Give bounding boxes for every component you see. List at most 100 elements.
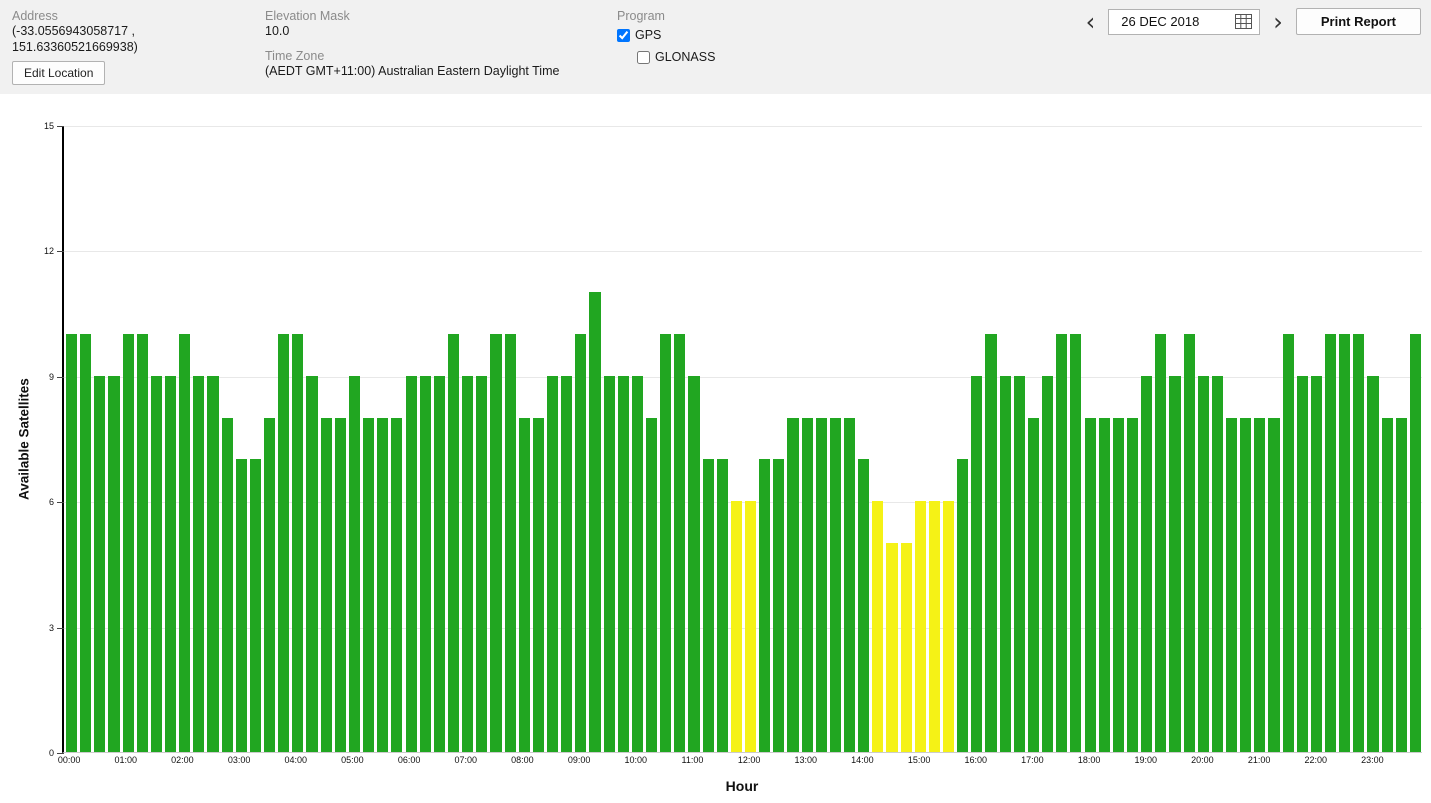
y-tick-mark bbox=[57, 627, 64, 629]
program-section: Program GPS GLONASS bbox=[617, 9, 837, 64]
satellite-count-bar bbox=[1027, 417, 1040, 752]
gps-checkbox-label: GPS bbox=[635, 28, 662, 43]
satellite-count-bar bbox=[221, 417, 233, 752]
satellite-count-bar bbox=[532, 417, 544, 752]
satellite-count-bar bbox=[773, 459, 785, 752]
x-tick-label: 19:00 bbox=[1134, 755, 1158, 765]
satellite-count-bar bbox=[320, 417, 332, 752]
satellite-count-bar bbox=[306, 375, 318, 752]
satellite-count-bar bbox=[730, 501, 742, 752]
satellite-count-bar bbox=[292, 334, 304, 752]
y-tick-label: 0 bbox=[48, 748, 54, 758]
x-tick-label: 15:00 bbox=[907, 755, 931, 765]
edit-location-button[interactable]: Edit Location bbox=[12, 61, 106, 86]
time-zone-label: Time Zone bbox=[265, 48, 325, 63]
satellite-count-bar bbox=[660, 334, 672, 752]
satellite-count-bar bbox=[1409, 334, 1421, 752]
satellite-count-bar bbox=[179, 334, 191, 752]
satellite-count-bar bbox=[447, 334, 460, 752]
satellite-count-bar bbox=[575, 334, 587, 752]
x-tick-label: 11:00 bbox=[681, 755, 704, 765]
satellite-count-bar bbox=[94, 375, 106, 752]
y-tick-label: 15 bbox=[43, 121, 54, 131]
glonass-checkbox-row[interactable]: GLONASS bbox=[637, 50, 837, 64]
x-tick-label: 03:00 bbox=[227, 755, 251, 765]
x-tick-label: 12:00 bbox=[737, 755, 761, 765]
satellite-count-bar bbox=[1112, 417, 1124, 752]
satellite-count-bar bbox=[1254, 417, 1266, 752]
satellite-count-bar bbox=[872, 501, 884, 752]
satellite-count-bar bbox=[1240, 417, 1252, 752]
satellite-count-bar bbox=[1126, 417, 1139, 752]
satellite-count-bar bbox=[207, 375, 219, 752]
address-section: Address (-33.0556943058717 , 151.6336052… bbox=[12, 9, 252, 86]
satellite-count-bar bbox=[631, 375, 643, 752]
satellite-count-bar bbox=[122, 334, 134, 752]
satellite-count-bar bbox=[1324, 334, 1337, 752]
x-tick-label: 16:00 bbox=[964, 755, 988, 765]
calendar-icon[interactable] bbox=[1235, 14, 1253, 29]
satellite-count-bar bbox=[1367, 375, 1379, 752]
satellite-count-bar bbox=[235, 459, 247, 752]
x-tick-label: 09:00 bbox=[567, 755, 591, 765]
chevron-right-icon: › bbox=[1273, 7, 1283, 36]
satellite-count-bar bbox=[1056, 334, 1068, 752]
satellite-count-bar bbox=[136, 334, 148, 752]
print-report-button[interactable]: Print Report bbox=[1295, 8, 1421, 35]
satellite-count-bar bbox=[1169, 375, 1181, 752]
gps-checkbox-row[interactable]: GPS bbox=[617, 28, 837, 42]
y-tick-label: 6 bbox=[48, 497, 54, 508]
x-tick-label: 02:00 bbox=[171, 755, 194, 765]
satellite-count-bar bbox=[278, 334, 290, 752]
x-tick-label: 06:00 bbox=[397, 755, 421, 765]
satellite-count-bar bbox=[1225, 417, 1238, 752]
satellite-count-bar bbox=[928, 501, 941, 752]
x-tick-label: 23:00 bbox=[1361, 755, 1384, 765]
x-tick-label: 18:00 bbox=[1077, 755, 1101, 765]
satellite-count-bar bbox=[943, 501, 955, 752]
satellite-count-bar bbox=[1042, 375, 1054, 752]
satellite-count-bar bbox=[999, 375, 1011, 752]
gps-checkbox[interactable] bbox=[617, 28, 630, 42]
y-tick-label: 3 bbox=[48, 622, 54, 633]
previous-day-button[interactable]: ‹ bbox=[1079, 10, 1103, 34]
satellite-count-bar bbox=[815, 417, 827, 752]
satellite-count-bar bbox=[80, 334, 92, 752]
address-value-line1: (-33.0556943058717 , bbox=[12, 24, 136, 39]
x-tick-label: 14:00 bbox=[851, 755, 874, 765]
address-label: Address bbox=[12, 9, 58, 23]
satellite-count-bar bbox=[165, 375, 177, 752]
satellite-count-bar bbox=[490, 334, 502, 752]
satellite-count-bar bbox=[1098, 417, 1110, 752]
y-tick-mark bbox=[57, 376, 64, 378]
gridline bbox=[64, 627, 1422, 629]
satellite-count-bar bbox=[334, 417, 346, 752]
x-tick-label: 20:00 bbox=[1191, 755, 1214, 765]
satellite-count-bar bbox=[1183, 334, 1195, 752]
satellite-count-bar bbox=[985, 334, 997, 752]
date-picker-input[interactable]: 26 DEC 2018 bbox=[1108, 8, 1261, 35]
satellite-count-bar bbox=[1353, 334, 1365, 752]
x-tick-label: 08:00 bbox=[511, 755, 534, 765]
satellite-count-bar bbox=[193, 375, 205, 752]
glonass-checkbox[interactable] bbox=[637, 50, 650, 64]
y-tick-label: 9 bbox=[48, 371, 54, 382]
x-tick-label: 21:00 bbox=[1247, 755, 1271, 765]
next-day-button[interactable]: › bbox=[1266, 10, 1290, 34]
satellite-count-bar bbox=[844, 417, 856, 752]
satellite-count-bar bbox=[1381, 417, 1393, 752]
satellite-count-bar bbox=[787, 417, 799, 752]
satellite-count-bar bbox=[617, 375, 629, 752]
gridline bbox=[64, 376, 1422, 378]
x-tick-label: 17:00 bbox=[1021, 755, 1044, 765]
satellite-count-bar bbox=[391, 417, 403, 752]
satellite-count-bar bbox=[971, 375, 983, 752]
satellite-count-bar bbox=[561, 375, 573, 752]
y-axis-tick-labels: 0 3 6 9 12 15 bbox=[0, 121, 56, 758]
satellite-count-bar bbox=[1282, 334, 1294, 752]
satellite-count-bar bbox=[433, 375, 445, 752]
satellite-count-bar bbox=[645, 417, 658, 752]
time-zone-value: (AEDT GMT+11:00) Australian Eastern Dayl… bbox=[265, 64, 560, 79]
satellite-count-bar bbox=[405, 375, 417, 752]
satellite-count-bar bbox=[1268, 417, 1280, 752]
